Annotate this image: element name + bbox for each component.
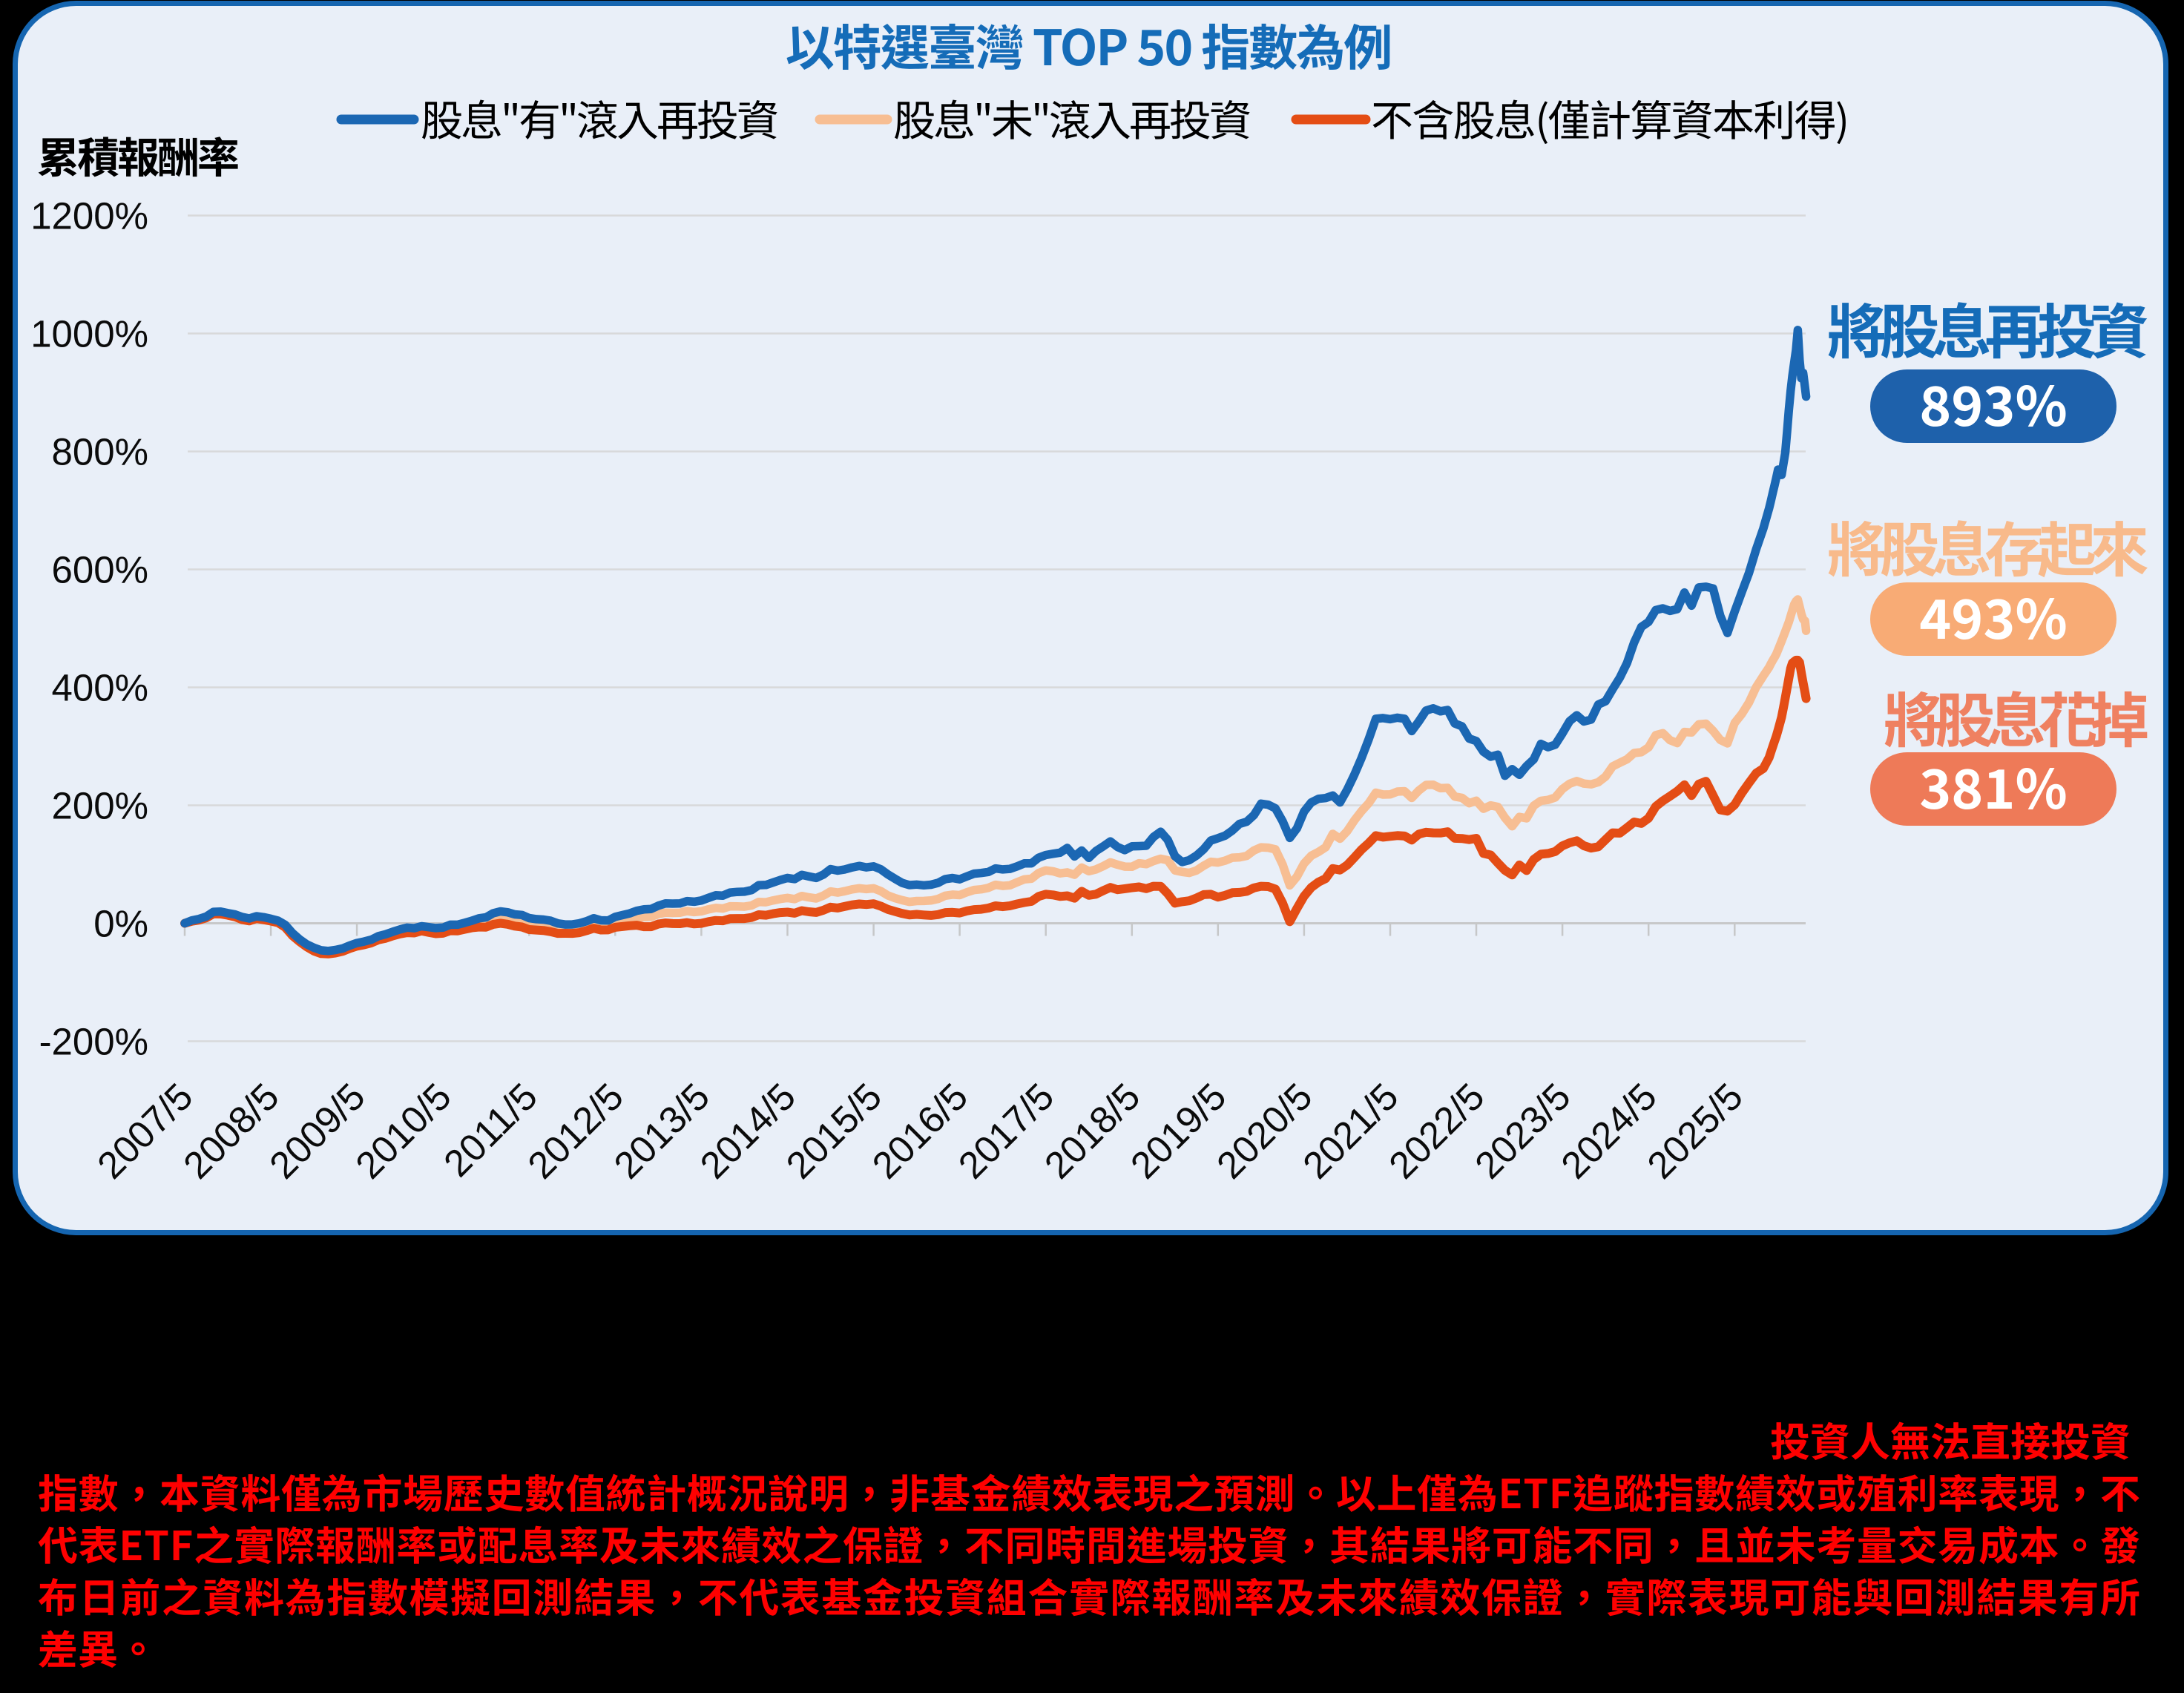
svg-text:指數，本資料僅為市場歷史數值統計概況說明，非基金績效表現之預: 指數，本資料僅為市場歷史數值統計概況說明，非基金績效表現之預測。以上僅為ETF追… [38, 1462, 2140, 1520]
svg-text:股息"未"滾入再投資: 股息"未"滾入再投資 [893, 88, 1250, 148]
svg-text:以特選臺灣 TOP 50 指數為例: 以特選臺灣 TOP 50 指數為例 [786, 9, 1392, 80]
svg-text:381%: 381% [1919, 746, 2068, 825]
svg-text:將股息再投資: 將股息再投資 [1827, 285, 2149, 371]
svg-text:800%: 800% [52, 431, 148, 473]
svg-text:400%: 400% [52, 667, 148, 709]
svg-text:-200%: -200% [39, 1021, 148, 1063]
svg-text:493%: 493% [1919, 576, 2068, 655]
svg-text:0%: 0% [93, 903, 148, 945]
svg-text:1200%: 1200% [30, 195, 148, 237]
svg-text:股息"有"滾入再投資: 股息"有"滾入再投資 [421, 88, 777, 148]
svg-text:將股息花掉: 將股息花掉 [1884, 674, 2149, 760]
svg-text:不含股息(僅計算資本利得): 不含股息(僅計算資本利得) [1371, 88, 1848, 148]
svg-text:893%: 893% [1919, 364, 2068, 442]
svg-text:累積報酬率: 累積報酬率 [37, 125, 238, 185]
svg-text:600%: 600% [52, 549, 148, 591]
svg-text:將股息存起來: 將股息存起來 [1827, 503, 2149, 589]
svg-text:投資人無法直接投資: 投資人無法直接投資 [1770, 1410, 2131, 1468]
svg-text:200%: 200% [52, 785, 148, 827]
svg-text:1000%: 1000% [30, 313, 148, 355]
svg-text:代表ETF之實際報酬率或配息率及未來績效之保證，不同時間進場: 代表ETF之實際報酬率或配息率及未來績效之保證，不同時間進場投資，其結果將可能不… [38, 1513, 2140, 1572]
svg-text:差異。: 差異。 [38, 1617, 158, 1676]
svg-text:布日前之資料為指數模擬回測結果，不代表基金投資組合實際報酬率: 布日前之資料為指數模擬回測結果，不代表基金投資組合實際報酬率及未來績效保證，實際… [38, 1565, 2140, 1624]
